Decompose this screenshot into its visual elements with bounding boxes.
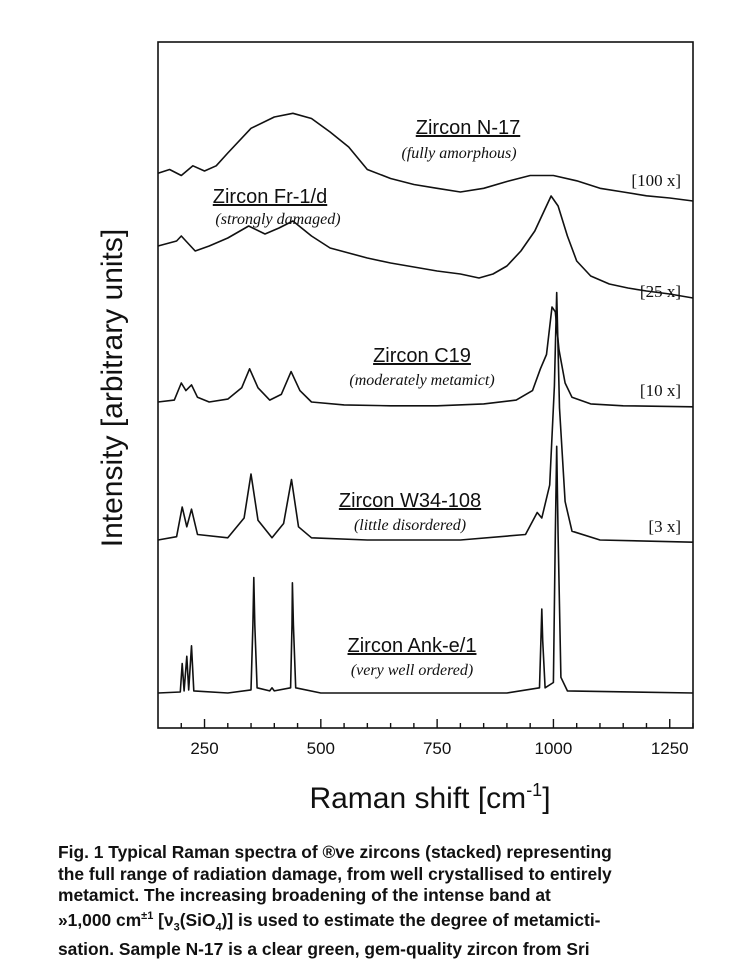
series-scale-factor-4: [3 x] — [648, 517, 681, 536]
caption-line-4-c: (SiO — [179, 910, 216, 931]
caption-line-5: sation. Sample N-17 is a clear green, ge… — [58, 939, 590, 960]
series-scale-factor-1: [100 x] — [631, 171, 681, 190]
series-description-4: (little disordered) — [354, 517, 466, 534]
plot-frame — [157, 41, 694, 729]
x-tick-label: 750 — [423, 739, 451, 758]
x-tick-label: 1000 — [535, 739, 573, 758]
x-axis-title-main: Raman shift [cm — [309, 782, 526, 815]
caption-line-4-sup: ±1 — [141, 910, 154, 923]
series-name-4: Zircon W34-108 — [339, 490, 481, 512]
spectrum-line-1 — [157, 112, 694, 202]
caption-line-4-sub: 3 — [173, 921, 180, 934]
x-axis-title-sup: -1 — [526, 780, 542, 800]
x-axis-title-end: ] — [542, 782, 550, 815]
series-description-2: (strongly damaged) — [215, 211, 340, 228]
caption-line-4-b: [ν — [153, 910, 174, 931]
series-labels: Zircon N-17 (fully amorphous) [100 x] Zirco… — [213, 117, 681, 679]
raman-chart: 250 500 750 1000 1250 Zircon N-17 (fully amor… — [96, 41, 694, 815]
series-name-2: Zircon Fr-1/d — [213, 186, 327, 208]
series-scale-factor-2: [25 x] — [640, 282, 681, 301]
series-name-3: Zircon C19 — [373, 345, 471, 367]
series-name-1: Zircon N-17 — [416, 117, 520, 139]
caption-line-3: metamict. The increasing broadening of t… — [58, 885, 551, 905]
caption-line-4: »1,000 cm±1 [ν3(SiO4)] is used to estima… — [58, 910, 601, 933]
series-name-5: Zircon Ank-e/1 — [348, 635, 477, 657]
series-description-3: (moderately metamict) — [349, 372, 494, 389]
spectrum-line-4 — [157, 291, 694, 543]
spectra-group — [157, 112, 694, 694]
x-axis-title: Raman shift [cm-1] — [309, 780, 550, 815]
x-tick-label: 250 — [190, 739, 218, 758]
series-description-1: (fully amorphous) — [401, 145, 516, 162]
series-scale-factor-3: [10 x] — [640, 381, 681, 400]
caption-line-4-sub2: 4 — [215, 921, 222, 934]
y-axis-title: Intensity [arbitrary units] — [96, 229, 129, 547]
caption-line-4-a: »1,000 cm — [58, 910, 142, 931]
figure-caption: Fig. 1 Typical Raman spectra of ®ve zirc… — [58, 842, 738, 961]
series-description-5: (very well ordered) — [351, 662, 473, 679]
x-tick-label: 1250 — [651, 739, 689, 758]
caption-line-1: Fig. 1 Typical Raman spectra of ®ve zirc… — [58, 842, 612, 862]
x-tick-label: 500 — [307, 739, 335, 758]
spectrum-line-5 — [157, 445, 694, 694]
caption-line-2: the full range of radiation damage, from… — [58, 863, 612, 884]
caption-line-4-d: )] is used to estimate the degree of met… — [221, 910, 601, 931]
spectrum-line-2 — [157, 195, 694, 299]
x-axis-ticks: 250 500 750 1000 1250 — [180, 719, 694, 758]
